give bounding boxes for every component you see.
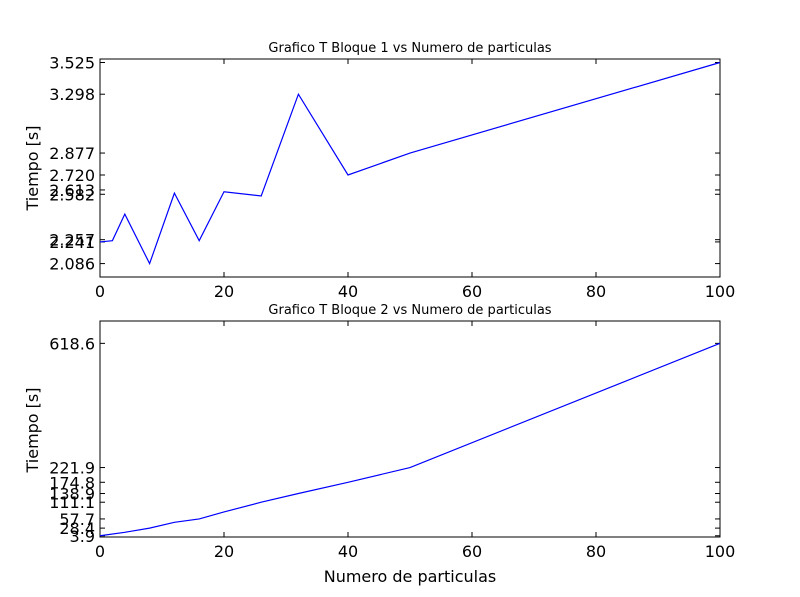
x-tick-label: 60: [462, 542, 482, 561]
x-tick-label: 100: [705, 282, 736, 301]
x-tick-label: 20: [214, 282, 234, 301]
series-line: [99, 342, 721, 537]
plot-area: [99, 58, 721, 278]
y-tick-label: 174.8: [49, 473, 95, 492]
y-axis-label: Tiempo [s]: [23, 125, 42, 211]
x-tick-label: 40: [338, 542, 358, 561]
y-tick-label: 618.6: [49, 334, 95, 353]
x-tick-label: 40: [338, 282, 358, 301]
series-line: [99, 61, 721, 266]
y-tick-label: 2.613: [49, 181, 95, 200]
y-tick-label: 2.720: [49, 166, 95, 185]
y-tick-label: 3.298: [49, 85, 95, 104]
y-tick-label: 3.9: [70, 527, 95, 546]
x-tick-label: 0: [95, 282, 105, 301]
y-tick-label: 2.241: [49, 233, 95, 252]
y-axis-label: Tiempo [s]: [23, 387, 42, 473]
chart-bloque-1: Grafico T Bloque 1 vs Numero de particul…: [23, 41, 735, 301]
plot-area: [99, 320, 721, 538]
y-tick-label: 221.9: [49, 459, 95, 478]
x-tick-label: 60: [462, 282, 482, 301]
chart-title: Grafico T Bloque 2 vs Numero de particul…: [268, 303, 551, 318]
y-tick-label: 2.086: [49, 255, 95, 274]
y-tick-label: 111.1: [49, 493, 95, 512]
y-tick-label: 57.7: [59, 510, 95, 529]
y-tick-label: 3.525: [49, 53, 95, 72]
x-tick-label: 20: [214, 542, 234, 561]
chart-bloque-2: Grafico T Bloque 2 vs Numero de particul…: [23, 303, 735, 586]
x-tick-label: 0: [95, 542, 105, 561]
x-axis-label: Numero de particulas: [324, 567, 497, 586]
y-tick-label: 138.9: [49, 485, 95, 504]
x-tick-label: 100: [705, 542, 736, 561]
x-tick-label: 80: [586, 542, 606, 561]
y-tick-label: 28.4: [59, 519, 95, 538]
y-tick-label: 2.257: [49, 231, 95, 250]
y-tick-label: 2.877: [49, 144, 95, 163]
chart-title: Grafico T Bloque 1 vs Numero de particul…: [268, 41, 551, 56]
y-tick-label: 2.582: [49, 185, 95, 204]
x-tick-label: 80: [586, 282, 606, 301]
